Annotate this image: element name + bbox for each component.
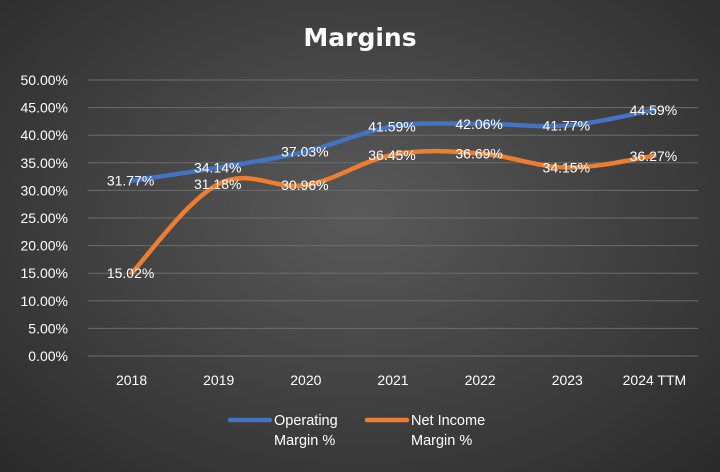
y-tick-label: 15.00% — [21, 265, 68, 281]
legend-label: Operating — [274, 413, 338, 429]
gridlines — [88, 79, 698, 357]
data-label-net-income-margin: 15.02% — [107, 265, 154, 281]
data-label-operating-margin: 42.06% — [455, 116, 502, 132]
x-tick-label: 2021 — [377, 372, 408, 388]
series-line-operating-margin — [129, 107, 657, 183]
chart-title: Margins — [303, 23, 416, 52]
data-label-net-income-margin: 34.15% — [543, 159, 590, 175]
y-tick-label: 45.00% — [21, 100, 68, 116]
legend-label: Net Income — [411, 413, 485, 429]
data-label-net-income-margin: 36.69% — [455, 145, 502, 161]
data-label-operating-margin: 34.14% — [194, 160, 241, 176]
legend-label: Margin % — [274, 433, 335, 449]
y-tick-label: 5.00% — [28, 320, 68, 336]
y-tick-label: 50.00% — [21, 72, 68, 88]
data-label-net-income-margin: 30.96% — [281, 177, 328, 193]
data-label-operating-margin: 41.59% — [368, 118, 415, 134]
y-axis-ticks: 0.00% 5.00% 10.00% 15.00% 20.00% 25.00% 30.00%… — [21, 72, 68, 364]
data-labels: 31.77% 34.14% 37.03% 41.59% 42.06% 41.77% 44.5… — [107, 102, 677, 281]
data-label-net-income-margin: 36.27% — [630, 148, 677, 164]
legend: Operating Margin % Net Income Margin % — [227, 413, 485, 449]
data-label-net-income-margin: 36.45% — [368, 147, 415, 163]
y-tick-label: 30.00% — [21, 182, 68, 198]
data-label-net-income-margin: 31.18% — [194, 176, 241, 192]
y-tick-label: 0.00% — [28, 348, 68, 364]
data-label-operating-margin: 37.03% — [281, 144, 328, 160]
y-tick-label: 20.00% — [21, 238, 68, 254]
data-label-operating-margin: 41.77% — [543, 117, 590, 133]
series-line-net-income-margin — [129, 148, 657, 276]
x-tick-label: 2023 — [552, 372, 583, 388]
legend-label: Margin % — [411, 433, 472, 449]
x-tick-label: 2024 TTM — [623, 372, 687, 388]
series-lines — [129, 107, 657, 276]
y-tick-label: 40.00% — [21, 127, 68, 143]
y-tick-label: 25.00% — [21, 210, 68, 226]
x-tick-label: 2020 — [290, 372, 321, 388]
x-tick-label: 2018 — [116, 372, 147, 388]
x-tick-label: 2022 — [465, 372, 496, 388]
data-label-operating-margin: 31.77% — [107, 173, 154, 189]
y-tick-label: 35.00% — [21, 155, 68, 171]
data-label-operating-margin: 44.59% — [630, 102, 677, 118]
y-tick-label: 10.00% — [21, 293, 68, 309]
x-tick-label: 2019 — [203, 372, 234, 388]
x-axis-ticks: 2018 2019 2020 2021 2022 2023 2024 TTM — [116, 372, 686, 388]
